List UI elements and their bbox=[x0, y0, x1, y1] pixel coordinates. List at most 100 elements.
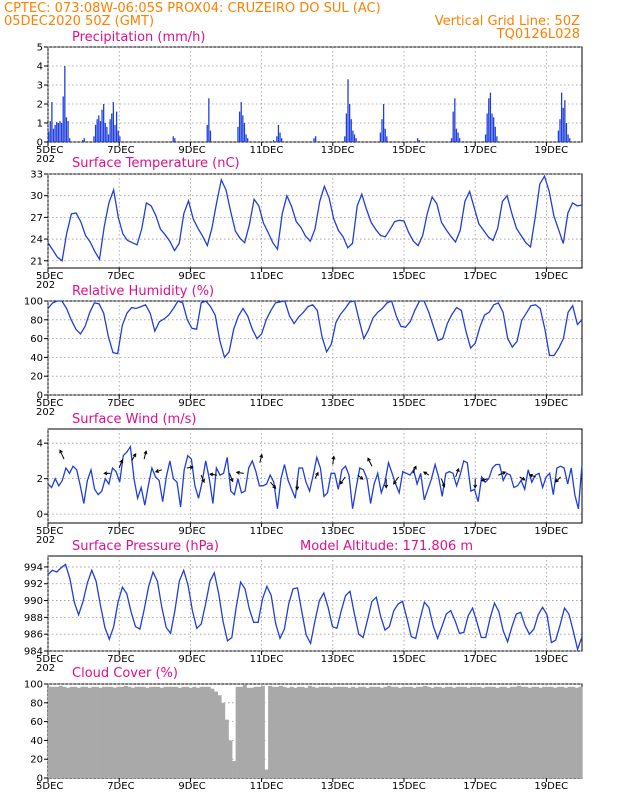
precip-bar bbox=[279, 132, 281, 142]
wind-arrow bbox=[455, 468, 460, 478]
cloud-bar bbox=[76, 687, 81, 778]
x-tick-label: 13DEC bbox=[321, 271, 355, 282]
y-tick-label: 30 bbox=[30, 191, 43, 202]
precip-bar bbox=[569, 138, 571, 142]
cloud-bar bbox=[304, 687, 309, 778]
cloud-bar bbox=[203, 686, 208, 778]
year-stub-label: 202 bbox=[36, 407, 55, 418]
cloud-bar bbox=[459, 686, 464, 778]
precip-bar bbox=[107, 134, 110, 142]
x-tick-label: 7DEC bbox=[107, 526, 134, 537]
precip-bar bbox=[245, 134, 247, 142]
cloud-bar bbox=[55, 686, 60, 778]
cloud-bar bbox=[372, 686, 377, 778]
cloud-bar bbox=[278, 685, 283, 778]
wind-arrow bbox=[393, 476, 400, 485]
cloud-bar bbox=[130, 687, 135, 778]
wind-arrow bbox=[259, 454, 263, 463]
cloud-bar bbox=[448, 686, 453, 778]
cloud-bar bbox=[123, 685, 128, 778]
cloud-bar bbox=[509, 686, 514, 778]
precip-bar bbox=[455, 128, 458, 142]
precip-bar bbox=[348, 104, 351, 142]
plot-frame-wind bbox=[47, 428, 583, 524]
run-date: 05DEC2020 50Z (GMT) bbox=[4, 14, 154, 29]
cloud-bar bbox=[401, 686, 406, 778]
precip-bar bbox=[352, 130, 354, 142]
precip-bar bbox=[83, 138, 85, 142]
x-tick-label: 19DEC bbox=[534, 526, 568, 537]
cloud-bar bbox=[253, 686, 258, 778]
precip-bar bbox=[242, 115, 244, 142]
cloud-bar bbox=[206, 686, 211, 778]
precip-bar bbox=[491, 113, 493, 142]
wind-arrow-head bbox=[441, 483, 446, 488]
cloud-bar bbox=[527, 687, 532, 778]
x-tick-label: 15DEC bbox=[392, 145, 426, 156]
cloud-bar bbox=[397, 687, 402, 778]
precip-bar bbox=[559, 119, 561, 142]
cloud-bar bbox=[141, 686, 146, 778]
cloud-bar bbox=[257, 686, 262, 778]
y-tick-label: 994 bbox=[24, 562, 43, 573]
cloud-bar bbox=[495, 687, 500, 778]
precip-bar bbox=[52, 128, 55, 142]
year-stub-label: 202 bbox=[36, 663, 55, 674]
precip-bar bbox=[489, 92, 492, 142]
cloud-bar bbox=[354, 687, 359, 778]
precip-bar bbox=[93, 136, 95, 142]
wind-arrow-head bbox=[480, 477, 485, 482]
x-tick-label: 11DEC bbox=[250, 145, 284, 156]
wind-arrow bbox=[270, 481, 276, 489]
y-tick-label: 60 bbox=[30, 717, 43, 728]
wind-arrow bbox=[440, 478, 445, 487]
cloud-bar bbox=[232, 761, 237, 778]
cloud-bar bbox=[224, 719, 229, 778]
precip-bar bbox=[238, 111, 241, 142]
precip-bar bbox=[106, 126, 108, 142]
cloud-bar bbox=[311, 686, 316, 778]
wind-arrow bbox=[412, 466, 417, 474]
cloud-bar bbox=[574, 687, 579, 778]
cloud-bar bbox=[62, 686, 67, 778]
cloud-bar bbox=[567, 686, 572, 778]
cloud-bar bbox=[156, 686, 161, 778]
y-tick-label: 4 bbox=[37, 439, 43, 450]
cloud-bar bbox=[235, 686, 240, 778]
y-tick-label: 992 bbox=[24, 579, 43, 590]
y-tick-label: 984 bbox=[24, 647, 43, 658]
cloud-bar bbox=[416, 686, 421, 778]
cloud-bar bbox=[315, 687, 320, 778]
panel-temp: Surface Temperature (nC) 21 24 27 30 33 5DEC 7D… bbox=[30, 156, 583, 291]
wind-arrow-head bbox=[235, 470, 240, 475]
cloud-bar bbox=[120, 686, 125, 778]
cloud-bar bbox=[477, 686, 482, 778]
cloud-bar bbox=[390, 686, 395, 778]
precip-bar bbox=[355, 138, 357, 142]
y-tick-label: 0 bbox=[37, 138, 43, 149]
precip-bar bbox=[272, 140, 275, 142]
cloud-bar bbox=[535, 686, 540, 778]
wind-arrow bbox=[498, 471, 506, 476]
precip-bar bbox=[48, 131, 50, 142]
panel-precip: Precipitation (mm/h) 0 1 2 3 4 5 5DEC 7DEC 9DEC 11… bbox=[36, 30, 583, 165]
precip-bar bbox=[54, 124, 56, 142]
cloud-bar bbox=[138, 686, 143, 778]
wind-arrow-head bbox=[272, 485, 277, 490]
precip-bar bbox=[564, 100, 566, 142]
year-stub-label: 202 bbox=[36, 154, 55, 165]
cloud-bar bbox=[365, 687, 370, 778]
cloud-bar bbox=[192, 686, 197, 778]
cloud-bar bbox=[80, 686, 85, 778]
precip-bar bbox=[206, 124, 208, 142]
precip-bar bbox=[104, 123, 106, 142]
wind-arrow bbox=[236, 471, 244, 474]
cloud-bar bbox=[556, 686, 561, 778]
cloud-bar bbox=[127, 686, 132, 778]
cloud-bar bbox=[167, 686, 172, 778]
precip-bar bbox=[119, 136, 121, 142]
cloud-bar bbox=[408, 686, 413, 778]
series-pres bbox=[47, 563, 583, 652]
x-tick-label: 19DEC bbox=[534, 654, 568, 665]
series-wind bbox=[47, 444, 583, 509]
